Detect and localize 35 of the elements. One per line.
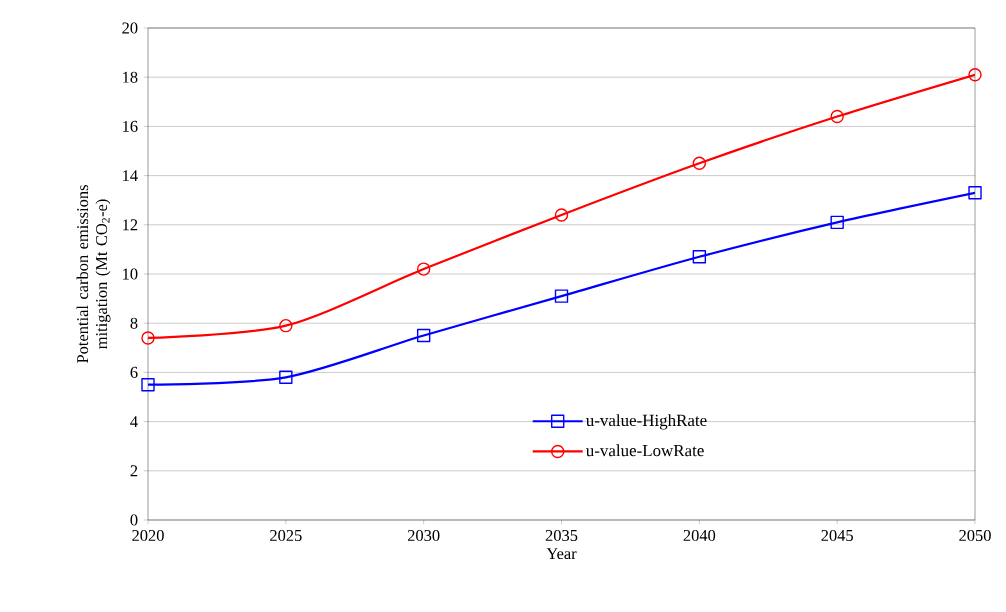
legend-label: u-value-LowRate	[586, 444, 704, 457]
y-tick-label: 2	[130, 465, 138, 477]
x-tick-label: 2040	[683, 529, 716, 542]
y-tick-label: 12	[123, 219, 138, 231]
x-axis-title: Year	[546, 548, 577, 560]
point	[279, 370, 293, 385]
x-tick-label: 2050	[959, 529, 991, 542]
point	[692, 156, 707, 170]
legend-label: u-value-HighRate	[586, 414, 707, 430]
y-tick-label: 6	[130, 366, 138, 378]
y-tick-label: 10	[123, 268, 138, 280]
point	[554, 208, 569, 222]
y-tick-label: 16	[123, 120, 138, 132]
point	[830, 109, 844, 124]
point	[692, 250, 707, 264]
x-tick-label: 2025	[270, 529, 302, 542]
x-tick-label: 2020	[132, 529, 164, 542]
point	[416, 328, 431, 343]
y-tick-label: 20	[122, 22, 138, 34]
y-tick-label: 4	[130, 416, 138, 428]
point	[416, 262, 431, 276]
x-tick-label: 2035	[545, 529, 578, 542]
point	[554, 289, 569, 303]
point	[830, 215, 844, 230]
point	[968, 186, 982, 200]
point	[141, 331, 155, 345]
point	[279, 318, 293, 333]
x-tick-label: 2030	[407, 529, 440, 542]
y-tick-label: 0	[130, 514, 138, 526]
y-tick-label: 18	[123, 71, 138, 83]
point	[968, 68, 982, 82]
point	[141, 378, 155, 392]
x-tick-label: 2045	[821, 529, 853, 542]
y-tick-label: 14	[123, 170, 138, 182]
y-tick-label: 8	[130, 317, 138, 329]
